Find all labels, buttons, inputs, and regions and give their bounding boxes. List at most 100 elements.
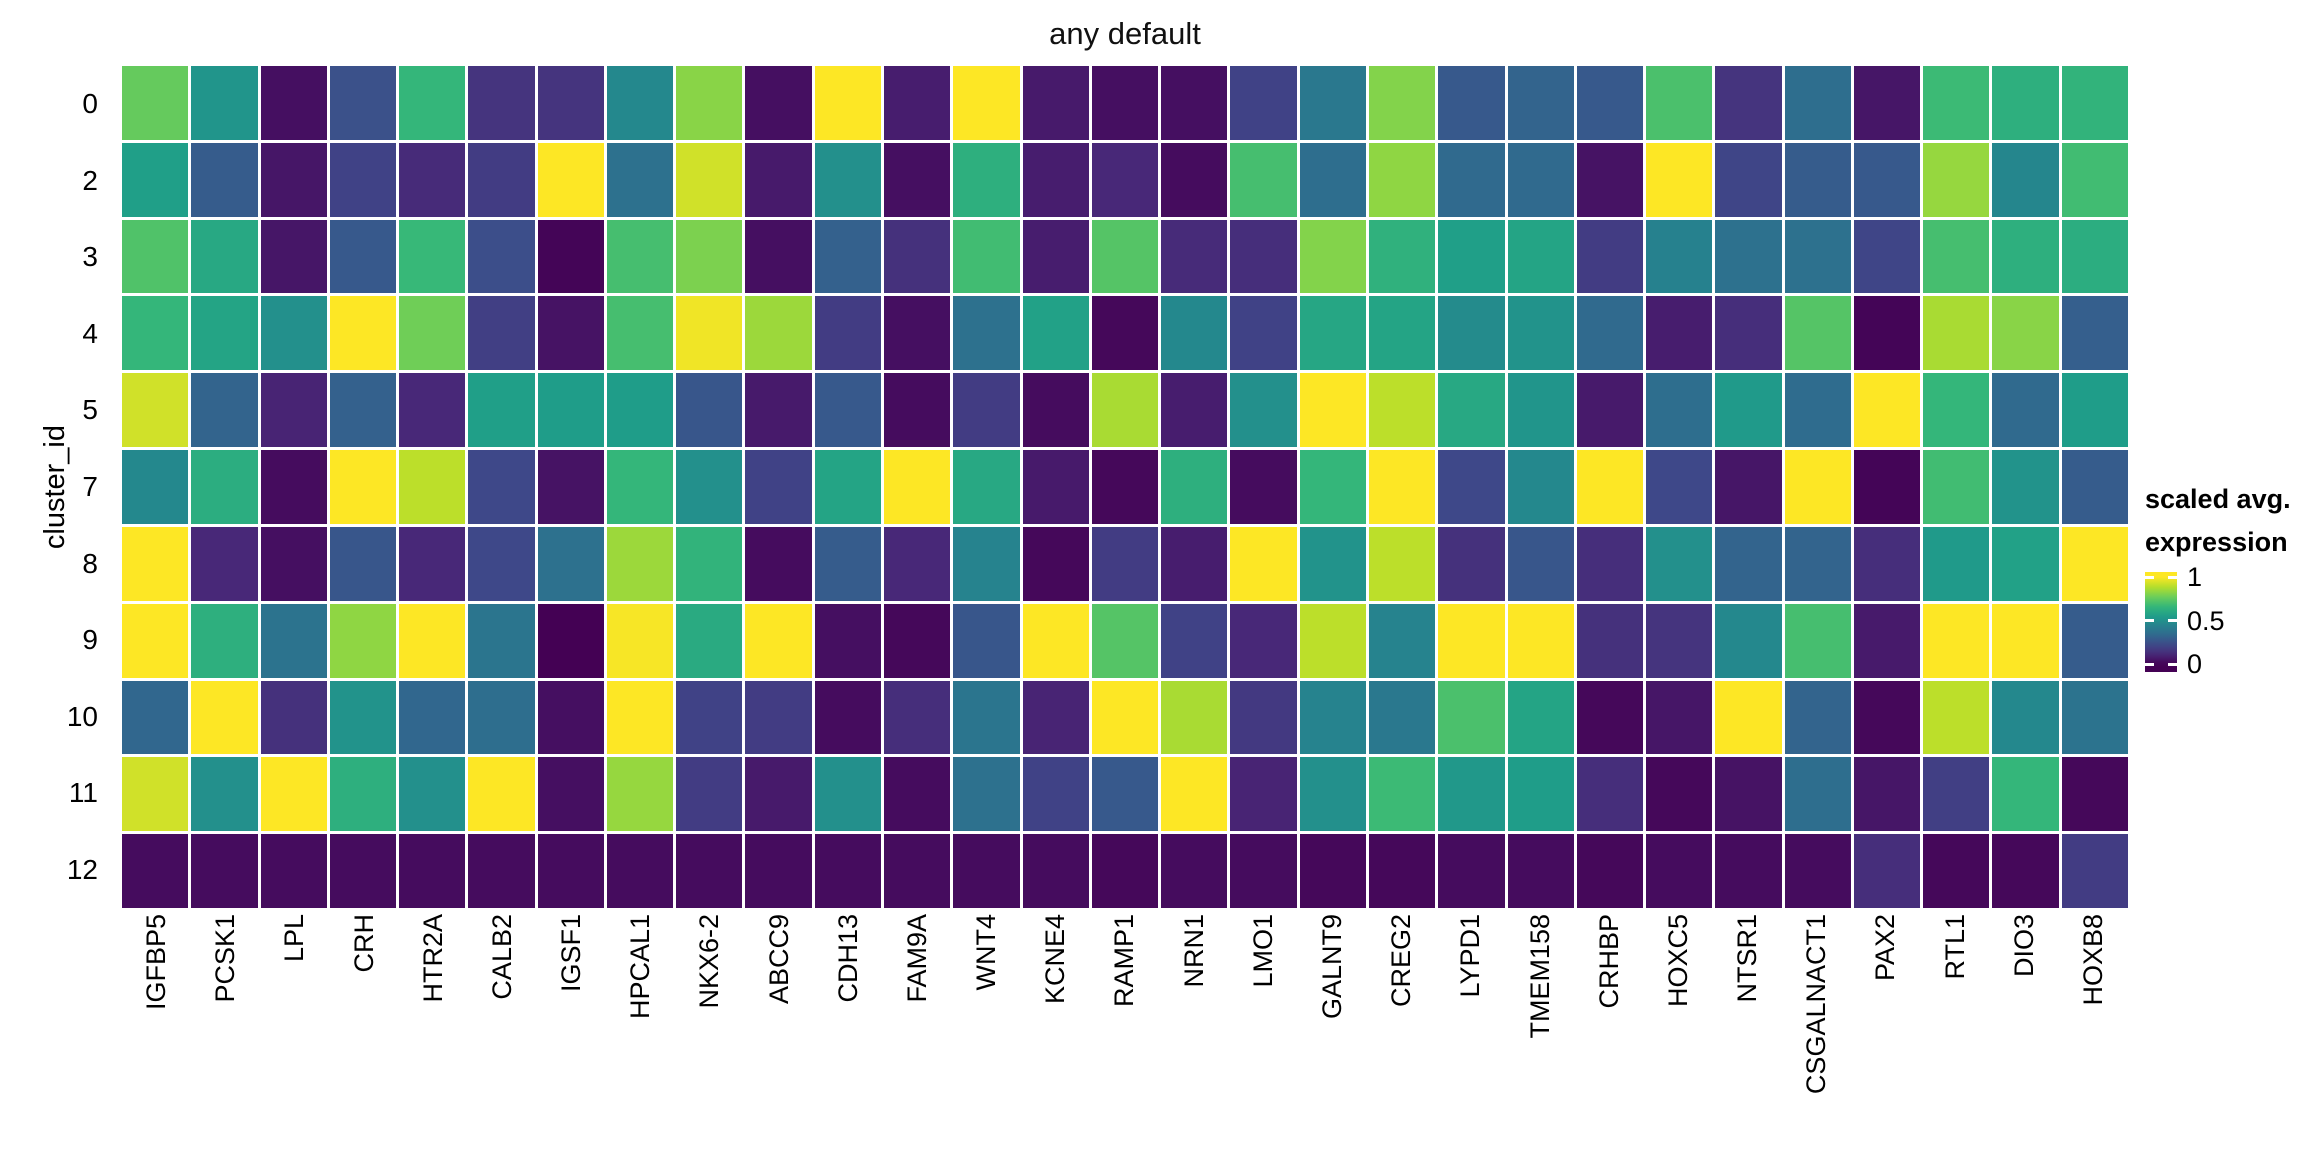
heatmap-cell — [399, 680, 466, 755]
heatmap-cell — [122, 603, 189, 678]
heatmap-cell — [399, 834, 466, 908]
heatmap-cell — [676, 219, 743, 294]
y-tick-label-11: 11 — [68, 777, 98, 809]
heatmap-cell — [2061, 373, 2128, 448]
heatmap-cell — [191, 66, 258, 140]
x-tick-label-CREG2: CREG2 — [1386, 914, 1417, 1008]
heatmap-cell — [1646, 142, 1713, 217]
heatmap-cell — [468, 296, 535, 371]
heatmap-cell — [1923, 450, 1990, 524]
heatmap-cell — [1091, 757, 1159, 832]
heatmap-cell — [122, 142, 189, 217]
heatmap-cell — [953, 526, 1020, 601]
y-tick-label-10: 10 — [66, 700, 98, 732]
heatmap-cell — [1784, 66, 1851, 140]
x-tick-label-CDH13: CDH13 — [832, 914, 863, 1003]
heatmap-cell — [191, 296, 258, 371]
heatmap-cell — [2061, 680, 2128, 755]
heatmap-cell — [1784, 296, 1851, 371]
x-tick-label-DIO3: DIO3 — [2008, 914, 2039, 978]
x-tick-label-TMEM158: TMEM158 — [1524, 914, 1555, 1039]
heatmap-cell — [1299, 526, 1366, 601]
x-label-slot: CRHBP — [1575, 914, 1644, 1150]
heatmap-cell — [1992, 142, 2059, 217]
heatmap-cell — [191, 373, 258, 448]
heatmap-cell — [1923, 373, 1990, 448]
heatmap-cell — [329, 219, 397, 294]
heatmap-cell — [745, 219, 812, 294]
legend-tick-label-0.5: 0.5 — [2187, 605, 2225, 636]
heatmap-cell — [468, 526, 535, 601]
heatmap-cell — [606, 66, 674, 140]
heatmap-cell — [1161, 296, 1228, 371]
heatmap-cell — [953, 219, 1020, 294]
heatmap-cell — [1576, 757, 1644, 832]
heatmap-cell — [329, 680, 397, 755]
heatmap-cell — [468, 450, 535, 524]
heatmap-cell — [1368, 603, 1436, 678]
x-label-slot: HPCAL1 — [606, 914, 675, 1150]
heatmap-cell — [191, 603, 258, 678]
heatmap-cell — [1507, 66, 1574, 140]
heatmap-cell — [2061, 603, 2128, 678]
x-label-slot: IGFBP5 — [122, 914, 191, 1150]
x-label-slot: HOXC5 — [1644, 914, 1713, 1150]
heatmap-cell — [1230, 66, 1297, 140]
heatmap-cell — [745, 680, 812, 755]
heatmap-cell — [1646, 66, 1713, 140]
heatmap-cell — [260, 680, 327, 755]
heatmap-cell — [1022, 834, 1089, 908]
heatmap-cell — [537, 450, 604, 524]
x-label-slot: RAMP1 — [1090, 914, 1159, 1150]
heatmap-cell — [191, 834, 258, 908]
heatmap-cell — [1507, 296, 1574, 371]
heatmap-cell — [1299, 142, 1366, 217]
heatmap-cell — [399, 142, 466, 217]
heatmap-cell — [884, 66, 951, 140]
heatmap-cell — [260, 66, 327, 140]
heatmap-cell — [329, 834, 397, 908]
x-tick-label-LMO1: LMO1 — [1247, 914, 1278, 988]
heatmap-cell — [1438, 603, 1505, 678]
heatmap-cell — [606, 526, 674, 601]
heatmap-cell — [1161, 373, 1228, 448]
x-label-slot: ABCC9 — [745, 914, 814, 1150]
x-tick-label-KCNE4: KCNE4 — [1040, 914, 1071, 1005]
heatmap-cell — [329, 757, 397, 832]
heatmap-cell — [122, 450, 189, 524]
heatmap-cell — [814, 219, 882, 294]
x-label-slot: LYPD1 — [1436, 914, 1505, 1150]
x-label-slot: TMEM158 — [1505, 914, 1574, 1150]
heatmap-cell — [1715, 450, 1782, 524]
heatmap-cell — [1161, 450, 1228, 524]
heatmap-cell — [1368, 219, 1436, 294]
heatmap-cell — [1576, 526, 1644, 601]
x-label-slot: CALB2 — [468, 914, 537, 1150]
legend-tick-mark — [2145, 662, 2154, 666]
heatmap-cell — [2061, 757, 2128, 832]
x-label-slot: WNT4 — [952, 914, 1021, 1150]
heatmap-cell — [1161, 757, 1228, 832]
heatmap-cell — [606, 450, 674, 524]
heatmap-cell — [1576, 450, 1644, 524]
heatmap-cell — [676, 373, 743, 448]
heatmap-cell — [814, 296, 882, 371]
heatmap-cell — [329, 296, 397, 371]
heatmap-cell — [399, 66, 466, 140]
heatmap-cell — [191, 757, 258, 832]
heatmap-cell — [745, 834, 812, 908]
heatmap-cell — [1784, 680, 1851, 755]
heatmap-cell — [1438, 296, 1505, 371]
heatmap-cell — [1161, 680, 1228, 755]
x-tick-label-RTL1: RTL1 — [1939, 914, 1970, 980]
heatmap-cell — [1161, 142, 1228, 217]
heatmap-cell — [468, 142, 535, 217]
heatmap-cell — [468, 834, 535, 908]
heatmap-cell — [1646, 526, 1713, 601]
heatmap-grid — [122, 66, 2128, 908]
heatmap-cell — [1161, 526, 1228, 601]
heatmap-cell — [122, 66, 189, 140]
heatmap-cell — [1368, 296, 1436, 371]
y-tick-label-9: 9 — [82, 624, 98, 656]
heatmap-cell — [2061, 219, 2128, 294]
